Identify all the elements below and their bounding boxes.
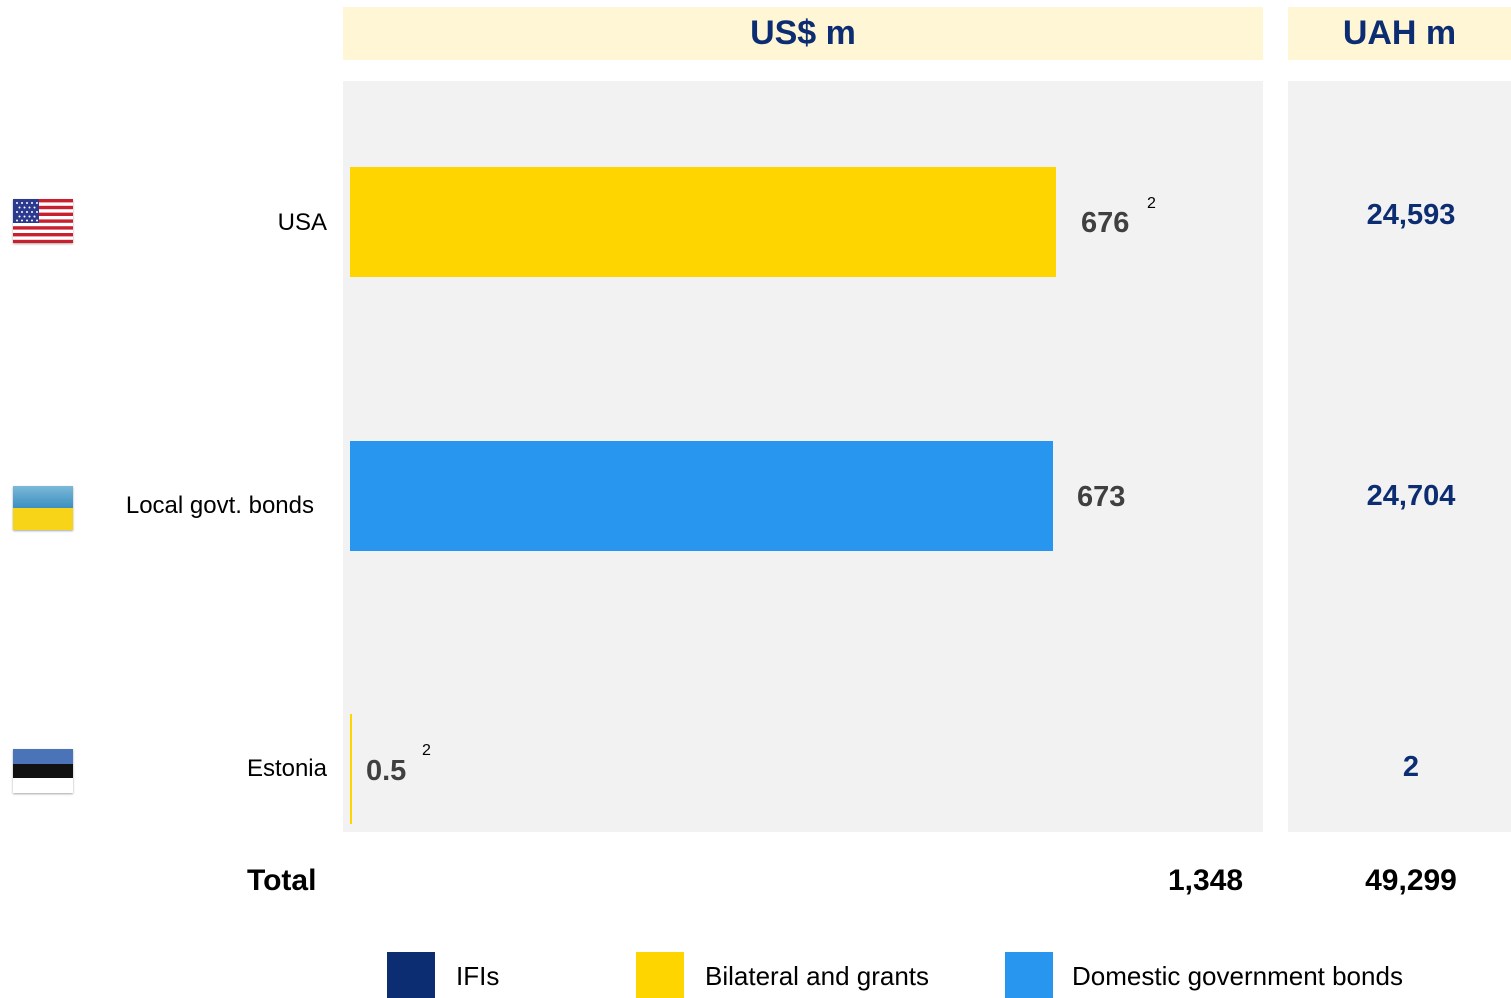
legend-swatch-domestic [1005, 952, 1053, 998]
estonia-flag-icon [13, 749, 73, 793]
legend-label-ifis: IFIs [456, 961, 500, 991]
legend-label-bilateral: Bilateral and grants [705, 961, 930, 991]
usa-flag-icon [13, 199, 73, 243]
total-usd: 1,348 [1168, 864, 1244, 897]
bar-estonia-bilateral-and-grants [350, 714, 352, 824]
uah-value-usa: 24,593 [1366, 199, 1456, 231]
row-label-estonia: Estonia [246, 755, 327, 782]
uah-value-estonia: 2 [1402, 751, 1420, 783]
row-label-usa: USA [277, 209, 327, 236]
usd-header: US$ m [343, 7, 1263, 60]
bar-usa-bilateral-and-grants [350, 167, 1056, 277]
uah-panel [1288, 81, 1511, 832]
uah-header: UAH m [1288, 7, 1511, 60]
usd-value-local-govt-bonds: 673 [1077, 481, 1126, 513]
note-usa: 2 [1147, 195, 1156, 212]
legend-label-domestic: Domestic government bonds [1072, 961, 1403, 991]
note-estonia: 2 [422, 742, 431, 759]
row-label-local-govt-bonds: Local govt. bonds [125, 492, 314, 519]
total-uah: 49,299 [1365, 864, 1457, 897]
legend-swatch-ifis [387, 952, 435, 998]
ukraine-flag-icon [13, 486, 73, 530]
bar-local-govt-bonds-domestic-government-bonds [350, 441, 1053, 551]
total-label: Total [247, 864, 317, 897]
uah-value-local-govt-bonds: 24,704 [1366, 480, 1456, 512]
usd-value-usa: 676 [1081, 207, 1130, 239]
usd-value-estonia: 0.5 [366, 755, 407, 787]
legend-swatch-bilateral [636, 952, 684, 998]
